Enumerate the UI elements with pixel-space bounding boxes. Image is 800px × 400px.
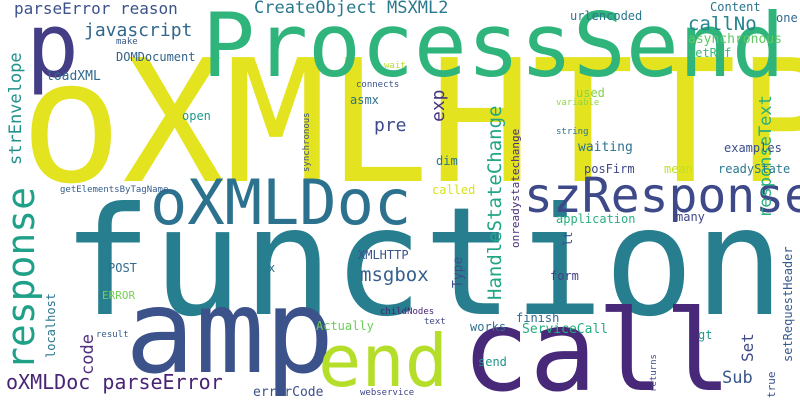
word-p: p — [26, 0, 79, 97]
word-gt: gt — [698, 328, 713, 342]
word-webservice: webservice — [360, 388, 415, 398]
word-responsetext: responseText — [756, 95, 776, 218]
word-handlestatechange: HandleStateChange — [484, 105, 506, 300]
word-post: POST — [108, 261, 137, 275]
word-text: text — [424, 317, 446, 327]
word-setrequestheader: setRequestHeader — [781, 246, 795, 362]
word-used: used — [576, 86, 605, 100]
word-amp: amp — [125, 265, 335, 400]
word-waiting: waiting — [578, 140, 633, 155]
word-errorcode: errorCode — [253, 385, 324, 400]
word-application: application — [556, 212, 636, 226]
word-getelementsbytagname: getElementsByTagName — [60, 185, 169, 195]
word-response: response — [0, 186, 43, 370]
word-open: open — [182, 109, 211, 123]
word-createobject-msxml2: CreateObject MSXML2 — [254, 0, 449, 18]
word-x: x — [268, 261, 276, 275]
word-synchronous: synchronous — [302, 112, 312, 172]
word-oxmlhttp: oXMLHTTP — [20, 24, 800, 222]
word-make: make — [116, 37, 138, 47]
word-localhost: localhost — [44, 292, 58, 358]
word-mean: mean — [664, 162, 693, 176]
word-oxmldoc-parseerror: oXMLDoc parseError — [6, 370, 223, 394]
word-call: call — [462, 287, 732, 400]
word-set: Set — [738, 333, 757, 362]
word-works: works — [470, 320, 507, 334]
word-string: string — [556, 127, 589, 137]
word-error: ERROR — [102, 289, 136, 302]
word-exp: exp — [428, 89, 449, 122]
word-examples: examples — [724, 141, 782, 155]
word-urlencoded: urlencoded — [570, 9, 643, 23]
word-result: result — [96, 330, 129, 340]
word-xmlhttp: XMLHTTP — [358, 248, 409, 262]
word-sub: Sub — [722, 368, 753, 388]
word-callno: callNo — [688, 13, 757, 35]
word-type: Type — [451, 256, 466, 288]
word-servicecall: ServiceCall — [522, 322, 609, 337]
word-parseerror-reason: parseError reason — [14, 0, 178, 18]
word-posfirm: posFirm — [584, 162, 635, 176]
word-form: form — [550, 269, 579, 283]
word-strenvelope: strEnvelope — [6, 52, 26, 165]
word-childnodes: childNodes — [380, 307, 435, 317]
word-asynchronous: asynchronous — [688, 32, 782, 47]
word-code: code — [78, 334, 98, 375]
word-lt: lt — [561, 231, 575, 246]
word-one: one — [776, 11, 798, 25]
word-domdocument: DOMDocument — [116, 50, 196, 64]
word-oxmldoc: oXMLDoc — [150, 166, 412, 239]
word-dim: dim — [436, 154, 458, 168]
word-szresponse: szResponse — [524, 168, 800, 224]
word-variable: variable — [556, 98, 600, 108]
word-javascript: javascript — [84, 20, 193, 41]
word-end: end — [318, 319, 449, 400]
word-function: function — [62, 176, 785, 350]
word-actually: Actually — [316, 319, 374, 333]
word-called: called — [432, 183, 476, 197]
word-msgbox: msgbox — [360, 264, 429, 286]
word-asmx: asmx — [350, 93, 379, 107]
word-onreadystatechange: onreadystatechange — [509, 128, 522, 248]
word-true: true — [765, 371, 778, 399]
word-connects: connects — [356, 80, 400, 90]
word-processsend: ProcessSend — [202, 0, 785, 97]
word-readystate: readyState — [718, 162, 791, 176]
word-loadxml: loadXML — [46, 69, 101, 84]
word-returns: returns — [649, 354, 659, 392]
word-getref: getRef — [688, 46, 732, 60]
word-content: Content — [710, 0, 761, 14]
word-send: send — [478, 355, 507, 369]
word-pre: pre — [374, 115, 407, 136]
word-wait: wait — [384, 61, 406, 71]
word-many: many — [676, 210, 705, 224]
word-finish: finish — [516, 311, 560, 325]
